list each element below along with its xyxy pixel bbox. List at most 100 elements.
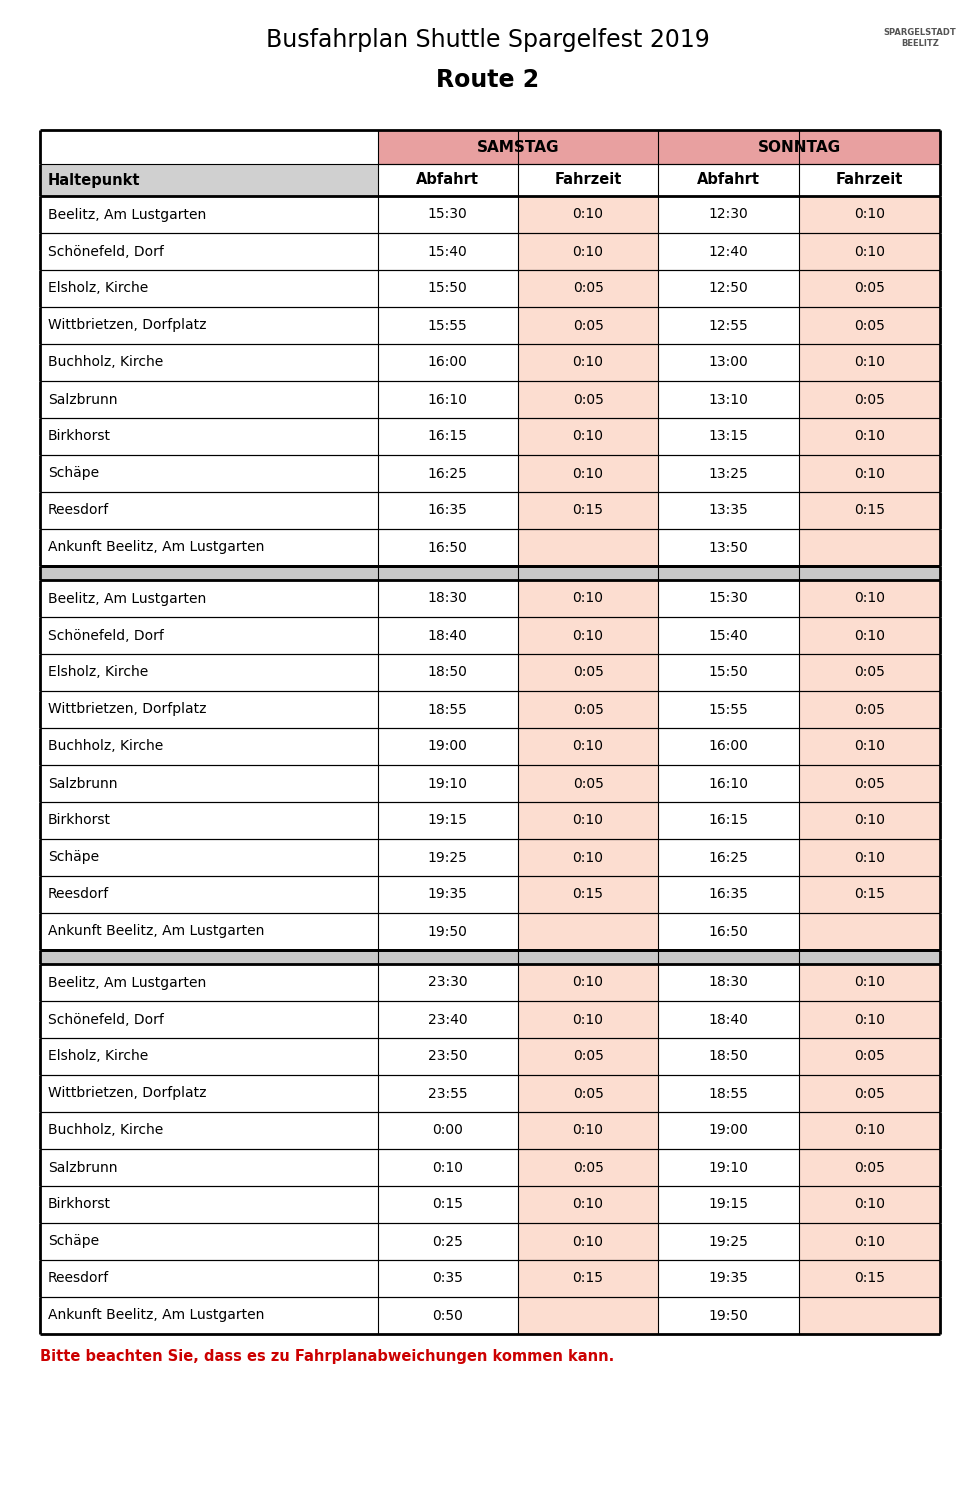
Text: 19:15: 19:15	[428, 813, 468, 828]
Bar	[40, 344, 377, 381]
Text: SPARGELSTADT
BEELITZ: SPARGELSTADT BEELITZ	[883, 28, 956, 48]
Bar	[40, 802, 377, 838]
Bar	[658, 839, 799, 876]
Text: 0:15: 0:15	[854, 1272, 885, 1286]
Bar	[40, 196, 377, 232]
Text: 18:40: 18:40	[428, 628, 468, 642]
Text: Busfahrplan Shuttle Spargelfest 2019: Busfahrplan Shuttle Spargelfest 2019	[266, 28, 710, 53]
Text: 0:10: 0:10	[854, 1197, 885, 1212]
Text: 0:15: 0:15	[573, 504, 604, 518]
Text: Schäpe: Schäpe	[48, 466, 99, 480]
Text: 0:10: 0:10	[854, 628, 885, 642]
Text: 16:25: 16:25	[708, 850, 748, 864]
Text: 0:10: 0:10	[854, 356, 885, 369]
Text: 16:00: 16:00	[708, 740, 748, 753]
Bar	[518, 1076, 658, 1112]
Bar	[799, 1038, 940, 1076]
Bar	[518, 419, 658, 454]
Text: Wittbrietzen, Dorfplatz: Wittbrietzen, Dorfplatz	[48, 702, 206, 717]
Bar	[658, 765, 799, 802]
Text: 0:05: 0:05	[573, 702, 604, 717]
Bar	[377, 1222, 518, 1260]
Text: SONNTAG: SONNTAG	[757, 140, 841, 154]
Text: Bitte beachten Sie, dass es zu Fahrplanabweichungen kommen kann.: Bitte beachten Sie, dass es zu Fahrplana…	[40, 1348, 615, 1364]
Bar	[40, 692, 377, 728]
Text: Route 2: Route 2	[437, 68, 539, 92]
Text: Reesdorf: Reesdorf	[48, 1272, 109, 1286]
Text: 0:00: 0:00	[432, 1124, 463, 1137]
Bar	[377, 1076, 518, 1112]
Text: 19:25: 19:25	[708, 1234, 748, 1248]
Bar	[377, 1260, 518, 1298]
Text: Abfahrt: Abfahrt	[416, 172, 479, 188]
Text: Wittbrietzen, Dorfplatz: Wittbrietzen, Dorfplatz	[48, 318, 206, 333]
Text: 0:10: 0:10	[432, 1161, 463, 1174]
Text: 0:10: 0:10	[573, 1124, 604, 1137]
Bar	[377, 381, 518, 419]
Bar	[377, 654, 518, 692]
Text: 19:50: 19:50	[428, 924, 468, 939]
Text: 0:05: 0:05	[854, 1050, 885, 1064]
Bar	[799, 232, 940, 270]
Text: 15:30: 15:30	[428, 207, 468, 222]
Bar	[377, 964, 518, 1000]
Bar	[518, 1298, 658, 1334]
Text: 0:10: 0:10	[573, 207, 604, 222]
Text: 0:35: 0:35	[432, 1272, 463, 1286]
Bar	[799, 802, 940, 838]
Text: 19:00: 19:00	[428, 740, 468, 753]
Bar	[377, 1186, 518, 1222]
Text: Schönefeld, Dorf: Schönefeld, Dorf	[48, 628, 164, 642]
Text: 0:05: 0:05	[854, 282, 885, 296]
Text: 13:25: 13:25	[708, 466, 748, 480]
Bar	[518, 164, 658, 196]
Text: 0:10: 0:10	[854, 850, 885, 864]
Bar	[799, 270, 940, 308]
Text: Schönefeld, Dorf: Schönefeld, Dorf	[48, 1013, 164, 1026]
Text: Beelitz, Am Lustgarten: Beelitz, Am Lustgarten	[48, 975, 206, 990]
Text: 15:55: 15:55	[428, 318, 468, 333]
Text: 0:15: 0:15	[854, 504, 885, 518]
Text: 19:00: 19:00	[708, 1124, 748, 1137]
Bar	[799, 654, 940, 692]
Bar	[658, 419, 799, 454]
Bar	[658, 914, 799, 950]
Bar	[40, 1038, 377, 1076]
Text: 0:05: 0:05	[854, 1086, 885, 1101]
Bar	[658, 1298, 799, 1334]
Bar	[40, 1260, 377, 1298]
Text: Schäpe: Schäpe	[48, 850, 99, 864]
Bar	[518, 1000, 658, 1038]
Bar	[799, 381, 940, 419]
Bar	[658, 654, 799, 692]
Text: 0:10: 0:10	[854, 466, 885, 480]
Bar	[658, 492, 799, 530]
Bar	[658, 692, 799, 728]
Bar	[377, 454, 518, 492]
Bar	[377, 419, 518, 454]
Text: 0:05: 0:05	[573, 282, 604, 296]
Bar	[40, 232, 377, 270]
Bar	[518, 308, 658, 344]
Text: 16:00: 16:00	[428, 356, 468, 369]
Bar	[518, 802, 658, 838]
Text: 19:25: 19:25	[428, 850, 468, 864]
Bar	[518, 616, 658, 654]
Text: 0:10: 0:10	[573, 975, 604, 990]
Bar	[799, 1298, 940, 1334]
Text: 0:10: 0:10	[573, 429, 604, 444]
Bar	[377, 914, 518, 950]
Bar	[40, 164, 377, 196]
Text: 0:10: 0:10	[573, 850, 604, 864]
Text: Reesdorf: Reesdorf	[48, 504, 109, 518]
Bar	[799, 196, 940, 232]
Bar	[40, 381, 377, 419]
Bar	[377, 728, 518, 765]
Bar	[377, 839, 518, 876]
Text: 15:50: 15:50	[428, 282, 468, 296]
Text: 0:10: 0:10	[854, 1013, 885, 1026]
Text: 0:10: 0:10	[573, 1234, 604, 1248]
Bar	[518, 1222, 658, 1260]
Bar	[40, 950, 940, 964]
Bar	[518, 728, 658, 765]
